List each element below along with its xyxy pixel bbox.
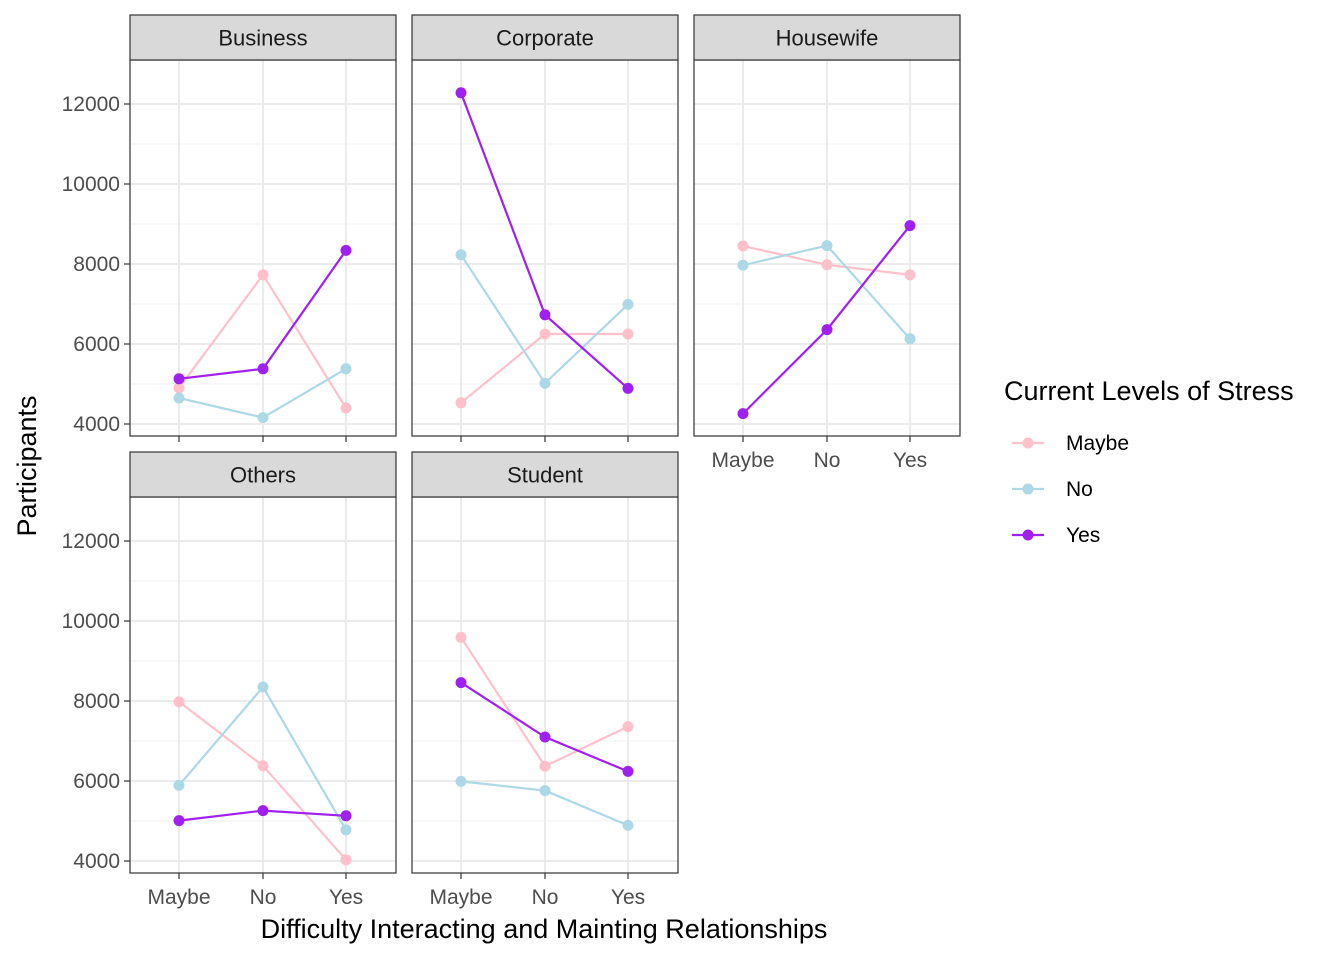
data-point-no: [539, 785, 551, 797]
data-point-no: [173, 779, 185, 791]
x-tick-label: Maybe: [429, 886, 492, 909]
data-point-yes: [340, 810, 352, 822]
x-tick-label: No: [250, 886, 277, 909]
x-tick-label: Yes: [893, 449, 927, 472]
y-tick-label: 12000: [62, 530, 120, 553]
data-point-yes: [622, 382, 634, 394]
y-tick-label: 4000: [73, 413, 120, 436]
data-point-maybe: [173, 382, 185, 394]
data-point-maybe: [257, 269, 269, 281]
data-point-maybe: [173, 696, 185, 708]
legend-key-point: [1022, 483, 1034, 495]
data-point-yes: [821, 324, 833, 336]
data-point-no: [622, 298, 634, 310]
data-point-no: [257, 412, 269, 424]
data-point-no: [622, 819, 634, 831]
data-point-yes: [539, 309, 551, 321]
data-point-maybe: [455, 397, 467, 409]
x-tick-label: Maybe: [711, 449, 774, 472]
x-axis-title: Difficulty Interacting and Mainting Rela…: [261, 914, 828, 944]
data-point-maybe: [539, 328, 551, 340]
data-point-yes: [622, 765, 634, 777]
data-point-no: [455, 249, 467, 261]
facet-panel-student: Student Maybe No Yes: [411, 451, 679, 909]
data-point-no: [173, 392, 185, 404]
data-point-maybe: [257, 760, 269, 772]
y-tick-label: 4000: [73, 850, 120, 873]
facet-panel-others: Others 4000 6000 8000 10000 12000 Maybe No Yes: [62, 451, 397, 909]
data-point-maybe: [539, 760, 551, 772]
data-point-yes: [539, 731, 551, 743]
data-point-maybe: [737, 240, 749, 252]
data-point-no: [539, 377, 551, 389]
y-axis-title: Participants: [12, 395, 42, 536]
x-tick-label: No: [814, 449, 841, 472]
data-point-maybe: [622, 328, 634, 340]
legend-keys: Maybe No Yes: [1012, 432, 1129, 547]
data-point-no: [340, 363, 352, 375]
facet-panel-business: Business 4000 6000 8000 10000 12000: [62, 14, 397, 442]
data-point-yes: [173, 815, 185, 827]
legend-label: Yes: [1066, 524, 1100, 547]
data-point-yes: [340, 244, 352, 256]
legend-item-no: No: [1012, 478, 1093, 501]
legend: Current Levels of Stress Maybe No Yes: [1004, 376, 1294, 547]
data-point-maybe: [340, 854, 352, 866]
x-tick-label: No: [532, 886, 559, 909]
facet-strip: [693, 14, 961, 61]
data-point-yes: [257, 363, 269, 375]
legend-key-point: [1022, 529, 1034, 541]
data-point-no: [340, 824, 352, 836]
data-point-no: [257, 681, 269, 693]
facet-strip: [129, 14, 397, 61]
facet-panel-housewife: Housewife Maybe No Yes: [693, 14, 961, 472]
data-point-maybe: [340, 402, 352, 414]
data-point-no: [904, 333, 916, 345]
data-point-yes: [173, 373, 185, 385]
x-tick-label: Yes: [329, 886, 363, 909]
y-tick-label: 10000: [62, 173, 120, 196]
legend-item-yes: Yes: [1012, 524, 1100, 547]
data-point-no: [455, 775, 467, 787]
facet-label: Others: [230, 463, 296, 488]
facet-strip: [411, 451, 679, 498]
data-point-maybe: [904, 269, 916, 281]
data-point-maybe: [821, 259, 833, 271]
facet-label: Corporate: [496, 26, 594, 51]
data-point-yes: [257, 805, 269, 817]
legend-item-maybe: Maybe: [1012, 432, 1129, 455]
facet-panels: Business 4000 6000 8000 10000 12000 Corporate H…: [62, 14, 961, 909]
facet-strip: [411, 14, 679, 61]
data-point-yes: [455, 87, 467, 99]
data-point-maybe: [455, 631, 467, 643]
data-point-no: [821, 240, 833, 252]
facet-strip: [129, 451, 397, 498]
legend-label: Maybe: [1066, 432, 1129, 455]
x-tick-label: Yes: [611, 886, 645, 909]
legend-title: Current Levels of Stress: [1004, 376, 1294, 406]
data-point-maybe: [622, 721, 634, 733]
y-tick-label: 8000: [73, 253, 120, 276]
x-tick-label: Maybe: [147, 886, 210, 909]
legend-label: No: [1066, 478, 1093, 501]
y-tick-label: 12000: [62, 93, 120, 116]
y-tick-label: 10000: [62, 610, 120, 633]
facet-label: Business: [218, 26, 307, 51]
data-point-no: [737, 259, 749, 271]
data-point-yes: [455, 677, 467, 689]
facet-label: Housewife: [776, 26, 879, 51]
data-point-yes: [904, 220, 916, 232]
facet-panel-corporate: Corporate: [411, 14, 679, 442]
data-point-yes: [737, 408, 749, 420]
y-tick-label: 6000: [73, 333, 120, 356]
legend-key-point: [1022, 437, 1034, 449]
y-tick-label: 6000: [73, 770, 120, 793]
y-tick-label: 8000: [73, 690, 120, 713]
facet-label: Student: [507, 463, 583, 488]
